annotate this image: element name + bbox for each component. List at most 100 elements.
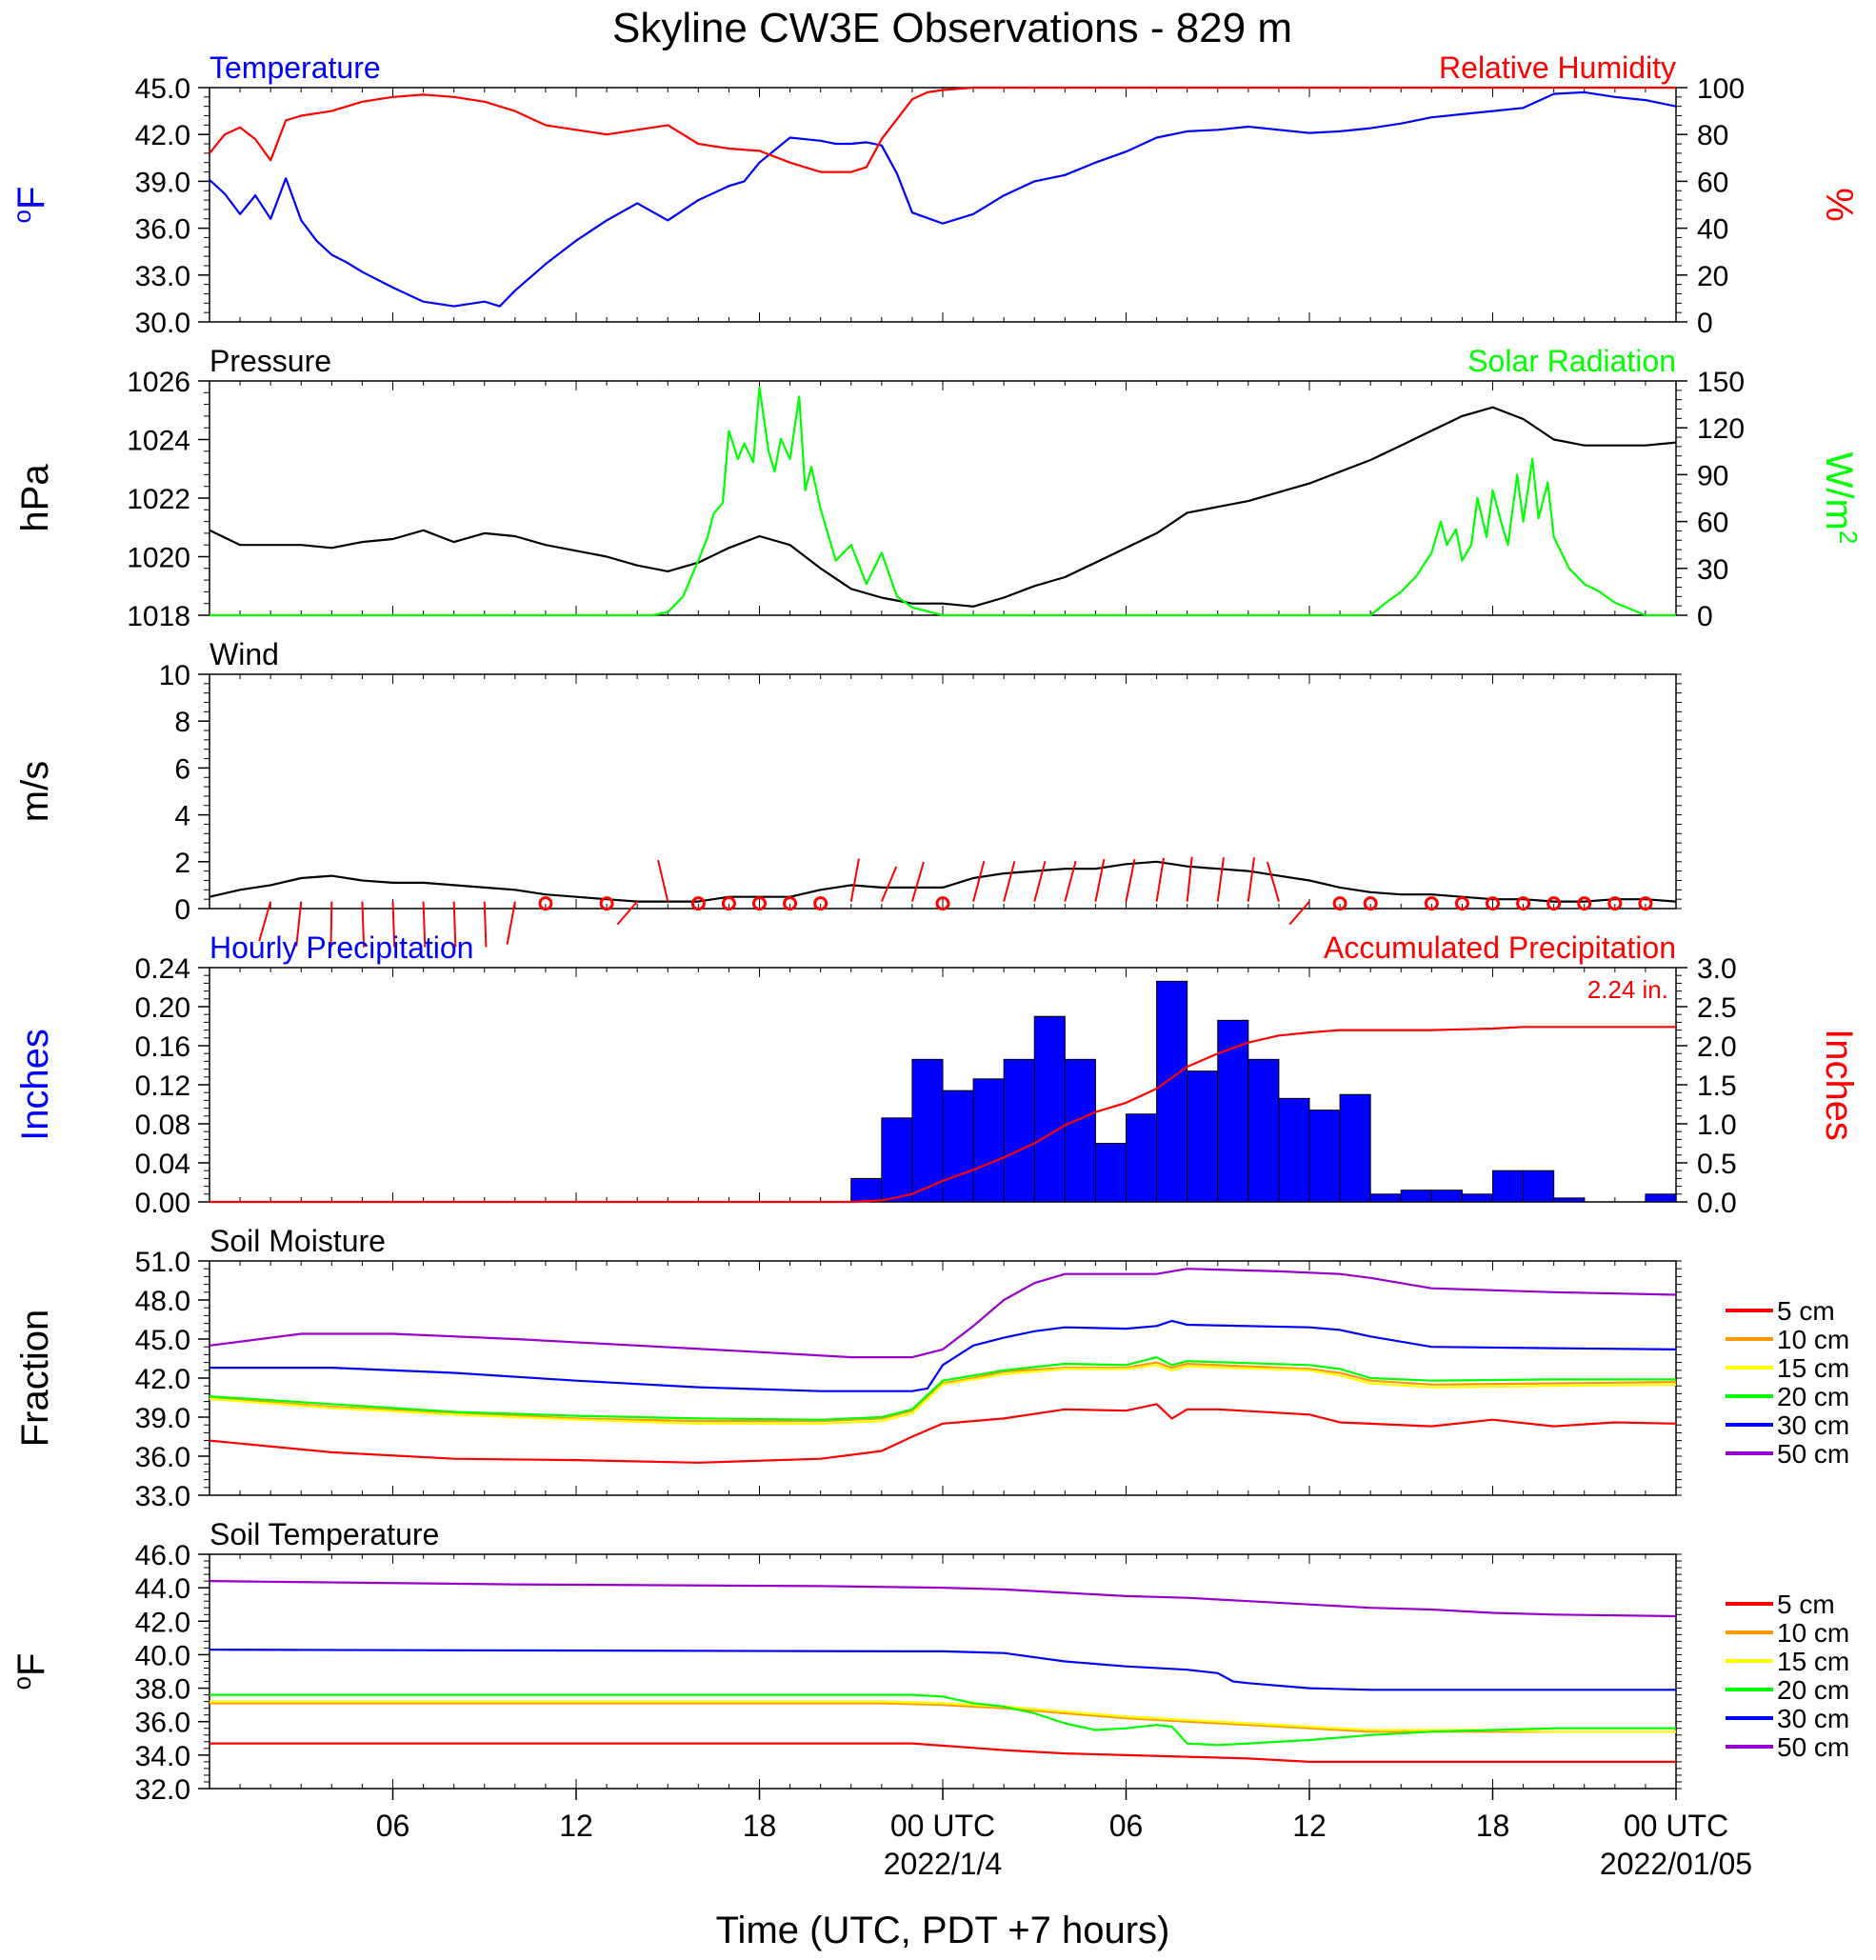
panel-right-label: Relative Humidity (1439, 50, 1676, 85)
wind-calm-marker (1454, 896, 1469, 911)
x-axis-title: Time (UTC, PDT +7 hours) (716, 1910, 1170, 1951)
series-line (210, 1742, 1676, 1764)
wind-barb (422, 901, 427, 948)
wind-barb (1064, 860, 1077, 902)
right-tick-label: 1.0 (1697, 1110, 1737, 1141)
series-line (210, 1702, 1676, 1733)
precip-bar (1033, 1015, 1066, 1203)
precip-bar (1126, 1113, 1158, 1203)
left-tick-label: 36.0 (135, 1708, 190, 1739)
x-tick-label: 12 (1292, 1809, 1327, 1843)
panel-left-label: Wind (210, 637, 279, 671)
series-line (209, 1268, 1677, 1359)
precip-bar (1247, 1058, 1280, 1203)
series-line (209, 406, 1677, 608)
accum-total-label: 2.24 in. (1587, 975, 1668, 1004)
panel-wind: 0 2 4 6 8 10 Wind m/s (14, 637, 1682, 948)
x-axis-group: 06 12 18 00 UTC 06 12 18 00 UTC 2022/1/4 2022/01/… (376, 1789, 1752, 1881)
series-line (209, 1649, 1676, 1691)
left-tick-label: 46.0 (135, 1540, 190, 1571)
precip-bar (1187, 1070, 1219, 1203)
legend-label: 15 cm (1777, 1647, 1849, 1676)
wind-barb (506, 901, 516, 945)
x-tick-label: 12 (559, 1809, 593, 1843)
panel-right-label: Accumulated Precipitation (1324, 930, 1676, 965)
wind-calm-marker (1363, 896, 1378, 911)
right-axis-title: Inches (1818, 1029, 1860, 1141)
precip-bar (850, 1177, 883, 1203)
wind-barb (1094, 858, 1106, 902)
wind-calm-marker (1424, 896, 1439, 911)
left-tick-label: 0.24 (135, 953, 190, 985)
wind-barb (483, 901, 488, 948)
panel-left-label: Pressure (210, 344, 331, 378)
wind-barb (1033, 860, 1047, 902)
left-axis-title: Fraction (14, 1310, 56, 1448)
left-tick-label: 42.0 (135, 1607, 190, 1638)
wind-barb (1288, 900, 1310, 926)
legend-label: 10 cm (1777, 1325, 1849, 1354)
left-tick-label: 40.0 (135, 1640, 190, 1671)
x-tick-label: 18 (743, 1809, 777, 1843)
wind-calm-marker (538, 896, 553, 911)
series-line (209, 1403, 1677, 1464)
precip-bar (911, 1058, 944, 1203)
wind-calm-marker (1516, 896, 1531, 911)
right-tick-label: 0 (1697, 308, 1713, 339)
right-tick-label: 0.5 (1697, 1149, 1737, 1180)
precip-bar (972, 1078, 1005, 1203)
right-tick-label: 1.5 (1697, 1070, 1737, 1102)
x-tick-label: 00 UTC (890, 1809, 995, 1843)
precip-bar (1645, 1193, 1677, 1203)
left-tick-label: 1018 (127, 601, 190, 632)
wind-barb (361, 901, 366, 948)
x-tick-label: 06 (376, 1809, 410, 1843)
precip-bar (1523, 1170, 1555, 1203)
right-tick-label: 2.0 (1697, 1031, 1737, 1063)
panel-right-label: Solar Radiation (1467, 344, 1676, 378)
precip-bar (1278, 1097, 1310, 1203)
wind-barb (1003, 860, 1016, 902)
panels-group: 30.033.036.039.042.045.0020406080100Temp… (8, 50, 1863, 1806)
series-line (209, 1361, 1677, 1423)
left-tick-label: 42.0 (135, 1364, 190, 1395)
right-axis-title: W/m2 (1818, 452, 1863, 545)
right-tick-label: 60 (1697, 167, 1728, 198)
x-date-label: 2022/01/05 (1600, 1847, 1752, 1881)
left-tick-label: 30.0 (135, 308, 190, 339)
wind-barb (616, 900, 638, 926)
left-tick-label: 33.0 (135, 1481, 190, 1512)
left-tick-label: 0.00 (135, 1188, 190, 1219)
left-tick-label: 51.0 (135, 1247, 190, 1278)
precip-bar (881, 1117, 913, 1203)
series-line (209, 1580, 1677, 1618)
wind-barb (258, 901, 272, 942)
right-tick-label: 20 (1697, 261, 1728, 292)
legend-label: 50 cm (1777, 1439, 1849, 1469)
legend-label: 5 cm (1777, 1590, 1835, 1619)
panel-left-label: Soil Temperature (210, 1517, 439, 1551)
series-line (210, 1319, 1677, 1392)
precip-bar (1094, 1143, 1127, 1203)
left-tick-label: 39.0 (135, 1403, 190, 1434)
series-line (209, 1355, 1676, 1421)
right-axis-title: % (1818, 188, 1860, 222)
wind-calm-marker (1638, 896, 1653, 911)
wind-calm-marker (1577, 896, 1592, 911)
precip-bar (1156, 980, 1188, 1203)
precip-bar (1461, 1193, 1493, 1203)
right-tick-label: 150 (1697, 367, 1745, 398)
right-tick-label: 3.0 (1697, 953, 1737, 985)
wind-calm-marker (690, 896, 706, 911)
left-tick-label: 45.0 (135, 1325, 190, 1356)
precip-bar (1553, 1197, 1586, 1203)
left-tick-label: 33.0 (135, 261, 190, 292)
left-tick-label: 0.12 (135, 1070, 190, 1102)
left-tick-label: 10 (159, 660, 190, 691)
wind-barb (849, 858, 860, 902)
series-line (210, 386, 1676, 617)
precip-bar (1003, 1058, 1035, 1203)
wind-calm-marker (783, 896, 798, 911)
left-tick-label: 1022 (127, 484, 190, 515)
